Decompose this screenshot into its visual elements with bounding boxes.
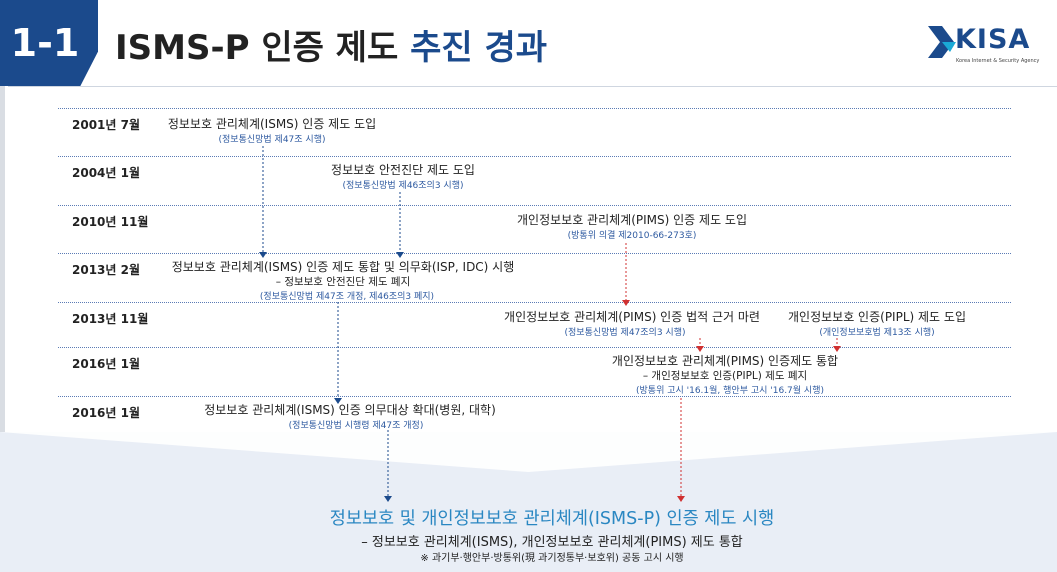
header-divider bbox=[8, 86, 1057, 87]
timeline-date: 2001년 7월 bbox=[72, 118, 141, 132]
result-detail: – 정보보호 관리체계(ISMS), 개인정보보호 관리체계(PIMS) 제도 … bbox=[361, 535, 743, 550]
event-title: 정보보호 관리체계(ISMS) 인증 제도 통합 및 의무화(ISP, IDC)… bbox=[171, 260, 515, 274]
row-divider bbox=[58, 156, 1011, 157]
kisa-logo-text: KISA bbox=[955, 24, 1031, 55]
page-title-accent: 추진 경과 bbox=[410, 28, 548, 68]
event-title: 개인정보보호 인증(PIPL) 제도 도입 bbox=[788, 310, 966, 324]
timeline-date: 2016년 1월 bbox=[72, 357, 141, 371]
event-source: (방통위 고시 '16.1월, 행안부 고시 '16.7월 시행) bbox=[636, 386, 824, 396]
timeline-date: 2004년 1월 bbox=[72, 166, 141, 180]
event-title: 개인정보보호 관리체계(PIMS) 인증제도 통합 bbox=[611, 354, 839, 368]
row-divider bbox=[58, 302, 1011, 303]
event-title: 정보보호 안전진단 제도 도입 bbox=[331, 163, 475, 177]
row-divider bbox=[58, 347, 1011, 348]
timeline-date: 2013년 11월 bbox=[72, 312, 149, 326]
arrow-head bbox=[384, 496, 392, 502]
arrow-head bbox=[259, 252, 267, 258]
timeline-date: 2010년 11월 bbox=[72, 215, 149, 229]
timeline-date: 2013년 2월 bbox=[72, 263, 141, 277]
arrow-head bbox=[334, 398, 342, 404]
left-edge-accent bbox=[0, 0, 5, 572]
arrow-head bbox=[833, 346, 841, 352]
event-source: (정보통신망법 제47조 시행) bbox=[218, 135, 326, 145]
event-title: 개인정보보호 관리체계(PIMS) 인증 제도 도입 bbox=[516, 213, 748, 227]
row-divider bbox=[58, 108, 1011, 109]
event-source: (정보통신망법 제46조의3 시행) bbox=[342, 181, 464, 191]
page-title-main: ISMS-P 인증 제도 bbox=[115, 28, 411, 68]
kisa-logo-subtitle: Korea Internet & Security Agency bbox=[956, 58, 1040, 64]
event-detail: – 개인정보보호 인증(PIPL) 제도 폐지 bbox=[642, 370, 808, 382]
arrow-head bbox=[622, 300, 630, 306]
event-source: (개인정보보호법 제13조 시행) bbox=[819, 328, 935, 338]
event-title: 정보보호 관리체계(ISMS) 인증 제도 도입 bbox=[167, 117, 377, 131]
arrow-head bbox=[396, 252, 404, 258]
page-title: ISMS-P 인증 제도 추진 경과 bbox=[115, 20, 547, 69]
row-divider bbox=[58, 396, 1011, 397]
event-title: 개인정보보호 관리체계(PIMS) 인증 법적 근거 마련 bbox=[504, 310, 760, 324]
event-source: (방통위 의결 제2010-66-273호) bbox=[567, 231, 697, 241]
timeline-date: 2016년 1월 bbox=[72, 406, 141, 420]
kisa-logo-icon bbox=[928, 26, 956, 58]
result-note: ※ 과기부·행안부·방통위(現 과기정통부·보호위) 공동 고시 시행 bbox=[420, 553, 684, 564]
event-source: (정보통신망법 제47조 개정, 제46조의3 폐지) bbox=[259, 292, 435, 302]
section-number-badge: 1-1 bbox=[0, 0, 98, 86]
arrow-head bbox=[696, 346, 704, 352]
row-divider bbox=[58, 205, 1011, 206]
arrow-head bbox=[677, 496, 685, 502]
event-source: (정보통신망법 시행령 제47조 개정) bbox=[288, 421, 424, 431]
event-source: (정보통신망법 제47조의3 시행) bbox=[564, 328, 686, 338]
row-divider bbox=[58, 253, 1011, 254]
event-title: 정보보호 관리체계(ISMS) 인증 의무대상 확대(병원, 대학) bbox=[204, 403, 496, 417]
result-title: 정보보호 및 개인정보보호 관리체계(ISMS-P) 인증 제도 시행 bbox=[329, 509, 775, 529]
event-detail: – 정보보호 안전진단 제도 폐지 bbox=[275, 276, 411, 288]
